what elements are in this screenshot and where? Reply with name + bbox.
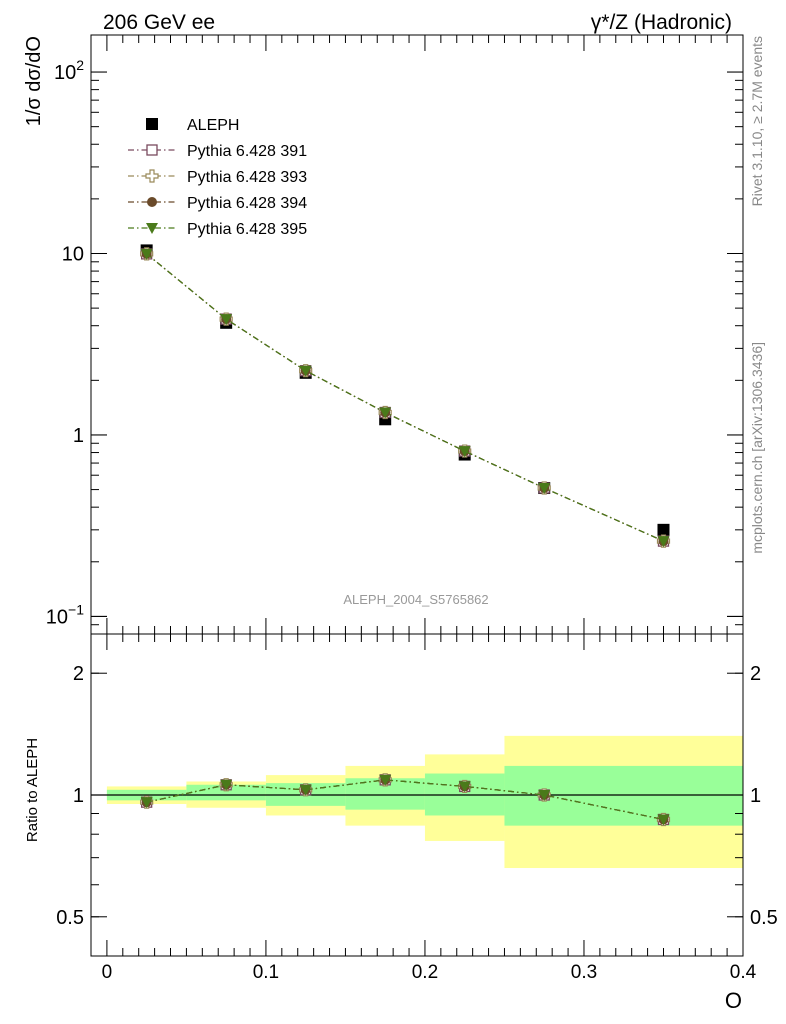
ratio-y-tick-label-0: 0.5 <box>56 907 84 929</box>
ratio-inner-band-1 <box>186 784 266 801</box>
main-plot-x-ticks <box>106 35 744 634</box>
ratio-plot-bands <box>106 735 743 869</box>
ratio-plot-marks <box>140 773 671 827</box>
legend-label-2: Pythia 6.428 393 <box>187 169 307 186</box>
ratio-plot: 0 0.1 0.2 0.3 0.4 0.5 0.51 12 2 Ratio to ALEPH … <box>24 633 778 1013</box>
main-y-tick-label-2: 10 <box>62 243 84 265</box>
legend-marker-4 <box>146 223 158 234</box>
main-line-3 <box>146 253 664 542</box>
main-point-4-6 <box>657 536 670 548</box>
main-line-2 <box>146 253 664 542</box>
main-line-4 <box>146 253 664 542</box>
main-y-tick-label-1: 1 <box>73 425 84 447</box>
ratio-x-tick-label-1: 0.1 <box>253 962 279 983</box>
ratio-y-tick-label-right-0: 0.5 <box>750 907 778 929</box>
ratio-point-3-6 <box>657 814 670 826</box>
ratio-point-3-5 <box>538 790 551 801</box>
ratio-x-tick-label-2: 0.2 <box>412 962 438 983</box>
header-left: 206 GeV ee <box>103 11 215 34</box>
main-point-4-4 <box>458 446 471 458</box>
ratio-plot-y-axis-label: Ratio to ALEPH <box>24 738 41 842</box>
rivet-version-text: Rivet 3.1.10, ≥ 2.7M events <box>749 36 765 206</box>
ratio-point-3-1 <box>220 779 233 791</box>
ratio-y-tick-label-right-1: 1 <box>750 785 761 807</box>
main-plot-marks <box>140 244 671 548</box>
main-line-1 <box>146 253 664 542</box>
main-point-4-5 <box>538 483 551 495</box>
legend-marker-2 <box>145 169 159 183</box>
ratio-y-tick-label-2: 2 <box>73 663 84 685</box>
main-point-4-2 <box>299 365 312 377</box>
ratio-x-tick-label-0: 0 <box>102 962 113 983</box>
legend-marker-1 <box>146 144 158 156</box>
main-plot-y-ticks: 10−1 1 10 102 <box>46 57 743 635</box>
main-point-0-6 <box>657 523 670 536</box>
legend-marker-3 <box>147 197 157 207</box>
legend-marker-0 <box>146 118 158 130</box>
x-axis-label: O <box>725 988 742 1013</box>
legend-label-1: Pythia 6.428 391 <box>187 143 307 160</box>
main-plot-y-axis-label: 1/σ dσ/dO <box>23 36 45 126</box>
ratio-x-tick-label-4: 0.4 <box>730 962 757 983</box>
mcplots-credit-text: mcplots.cern.ch [arXiv:1306.3436] <box>749 342 765 554</box>
main-point-4-1 <box>220 314 233 326</box>
ratio-point-3-3 <box>379 774 392 786</box>
legend-label-0: ALEPH <box>187 117 239 134</box>
main-plot-watermark: ALEPH_2004_S5765862 <box>343 592 488 607</box>
ratio-point-3-2 <box>299 784 312 796</box>
ratio-x-tick-label-3: 0.3 <box>571 962 597 983</box>
legend: ALEPH Pythia 6.428 391 Pythia 6.428 393 Pyt… <box>128 117 307 238</box>
header-right: γ*/Z (Hadronic) <box>591 11 732 34</box>
main-y-tick-label-3: 102 <box>54 57 84 84</box>
main-point-4-0 <box>140 248 153 260</box>
main-y-tick-label-0: 10−1 <box>46 601 84 628</box>
ratio-y-tick-label-right-2: 2 <box>750 663 761 685</box>
ratio-y-tick-label-1: 1 <box>73 785 84 807</box>
ratio-point-3-4 <box>458 781 471 793</box>
main-plot: 10−1 1 10 102 ALEPH_2004_S5765862 1/σ dσ/dO… <box>23 34 744 635</box>
legend-label-3: Pythia 6.428 394 <box>187 195 307 212</box>
ratio-plot-x-ticks: 0 0.1 0.2 0.3 0.4 <box>102 634 757 983</box>
ratio-plot-y-ticks: 0.5 0.5 1 1 2 2 <box>56 663 778 957</box>
main-point-4-3 <box>379 407 392 419</box>
legend-label-4: Pythia 6.428 395 <box>187 221 307 238</box>
ratio-point-3-0 <box>140 797 153 809</box>
